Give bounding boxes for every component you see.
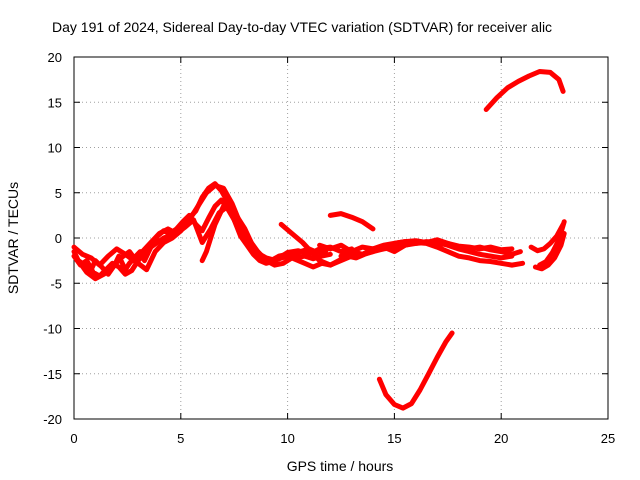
- x-tick-label: 15: [387, 431, 401, 446]
- series-arc-15: [532, 231, 567, 272]
- y-tick-label: -15: [43, 367, 62, 382]
- y-tick-label: -5: [50, 276, 62, 291]
- x-tick-label: 20: [494, 431, 508, 446]
- y-tick-label: 20: [48, 50, 62, 65]
- chart-title: Day 191 of 2024, Sidereal Day-to-day VTE…: [52, 19, 552, 35]
- y-tick-label: -10: [43, 322, 62, 337]
- series-arc-16: [537, 219, 567, 268]
- y-axis-label: SDTVAR / TECUs: [5, 182, 21, 294]
- series-arc-11: [327, 211, 376, 232]
- y-tick-label: -20: [43, 412, 62, 427]
- grid: [74, 57, 608, 419]
- series-arc-3: [71, 203, 355, 268]
- x-tick-label: 5: [177, 431, 184, 446]
- x-tick-label: 25: [601, 431, 615, 446]
- y-axis-ticks: -20 -15 -10 -5 0 5 10 15 20: [43, 50, 608, 427]
- series-arc-10: [391, 237, 515, 253]
- x-tick-label: 10: [280, 431, 294, 446]
- series-arc-12: [483, 69, 566, 112]
- series-arc-14: [528, 221, 566, 254]
- y-tick-label: 10: [48, 141, 62, 156]
- y-tick-label: 0: [55, 231, 62, 246]
- x-axis-label: GPS time / hours: [287, 458, 394, 474]
- data-series-group: [71, 69, 567, 411]
- series-arc-9: [370, 240, 526, 268]
- series-arc-13: [376, 330, 455, 411]
- y-tick-label: 5: [55, 186, 62, 201]
- series-arc-2: [71, 197, 376, 279]
- x-tick-label: 0: [70, 431, 77, 446]
- series-arc-4: [75, 183, 329, 282]
- series-arc-5: [199, 199, 231, 264]
- x-axis-ticks: 0 5 10 15 20 25: [70, 57, 615, 446]
- y-tick-label: 15: [48, 95, 62, 110]
